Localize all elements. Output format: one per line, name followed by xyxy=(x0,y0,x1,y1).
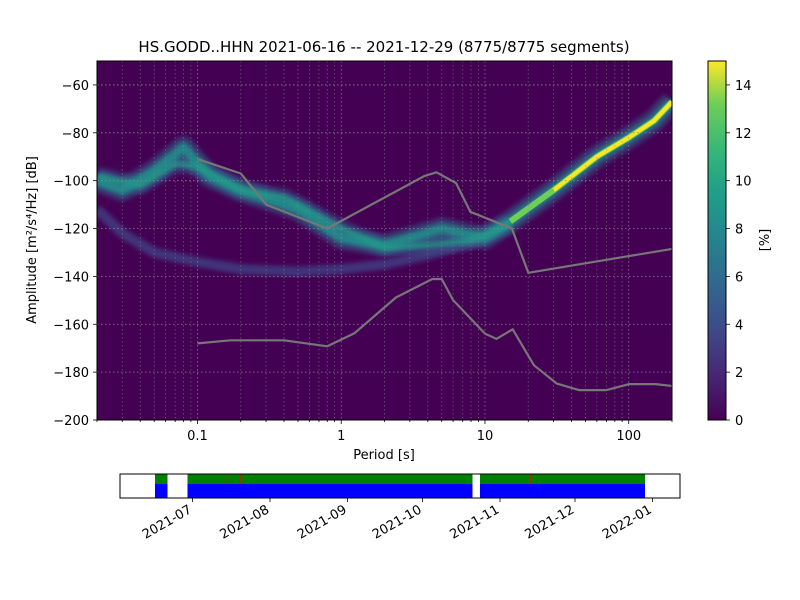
timeline-tick-label: 2021-09 xyxy=(295,502,350,542)
timeline-green-segment xyxy=(155,474,168,484)
y-tick-label: −200 xyxy=(53,414,89,429)
timeline-tick-label: 2022-01 xyxy=(600,502,655,542)
colorbar-gradient xyxy=(707,60,727,421)
y-tick-label: −100 xyxy=(53,175,89,190)
colorbar-tick-label: 14 xyxy=(735,79,752,94)
colorbar-tick-label: 6 xyxy=(735,270,743,285)
noise-model-2 xyxy=(197,277,672,392)
colorbar-tick-label: 0 xyxy=(735,414,743,429)
timeline-blue-segment xyxy=(155,484,168,498)
colorbar-tick-label: 8 xyxy=(735,223,743,238)
psd-plot: 0.1 1 10 100 −60 −80 −100 −120 −140 −160 −180 −200… xyxy=(25,60,673,463)
x-axis-label: Period [s] xyxy=(353,448,415,463)
y-axis-ticks: −60 −80 −100 −120 −140 −160 −180 −200 xyxy=(53,79,97,429)
x-tick-label: 1 xyxy=(337,429,345,444)
y-tick-label: −60 xyxy=(62,79,89,94)
y-axis-label: Amplitude [m²/s⁴/Hz] [dB] xyxy=(25,156,40,324)
timeline-tick-label: 2021-10 xyxy=(370,502,425,542)
colorbar-tick-label: 2 xyxy=(735,366,743,381)
coverage-timeline: 2021-07 2021-08 2021-09 2021-10 2021-11 2021-… xyxy=(119,473,681,543)
timeline-tick-label: 2021-12 xyxy=(522,502,577,542)
colorbar-tick-label: 12 xyxy=(735,127,752,142)
timeline-green-segment xyxy=(480,474,645,484)
colorbar-ticks: 0 2 4 6 8 10 12 14 xyxy=(726,79,752,429)
colorbar: 0 2 4 6 8 10 12 14 [%] xyxy=(707,60,773,429)
chart-title: HS.GODD..HHN 2021-06-16 -- 2021-12-29 (8… xyxy=(138,38,629,56)
timeline-blue-segment xyxy=(187,484,473,498)
timeline-ticks: 2021-07 2021-08 2021-09 2021-10 2021-11 2021-… xyxy=(140,498,655,543)
colorbar-label: [%] xyxy=(758,229,773,252)
timeline-frame xyxy=(119,473,681,499)
y-tick-label: −140 xyxy=(53,270,89,285)
colorbar-tick-label: 10 xyxy=(735,175,752,190)
psd-lower-branch xyxy=(97,205,513,277)
x-tick-label: 100 xyxy=(616,429,641,444)
timeline-green-segment xyxy=(187,474,473,484)
timeline-tick-label: 2021-07 xyxy=(140,502,195,542)
x-tick-label: 10 xyxy=(477,429,494,444)
timeline-segments xyxy=(155,474,645,498)
y-tick-label: −160 xyxy=(53,318,89,333)
y-tick-label: −80 xyxy=(62,127,89,142)
x-axis-ticks: 0.1 1 10 100 xyxy=(96,420,673,444)
x-tick-label: 0.1 xyxy=(187,429,208,444)
noise-models xyxy=(197,158,672,392)
y-tick-label: −120 xyxy=(53,223,89,238)
noise-model-1 xyxy=(197,158,672,274)
timeline-tick-label: 2021-11 xyxy=(447,502,502,542)
timeline-tick-label: 2021-08 xyxy=(217,502,272,542)
y-tick-label: −180 xyxy=(53,366,89,381)
timeline-blue-segment xyxy=(480,484,645,498)
colorbar-tick-label: 4 xyxy=(735,318,743,333)
